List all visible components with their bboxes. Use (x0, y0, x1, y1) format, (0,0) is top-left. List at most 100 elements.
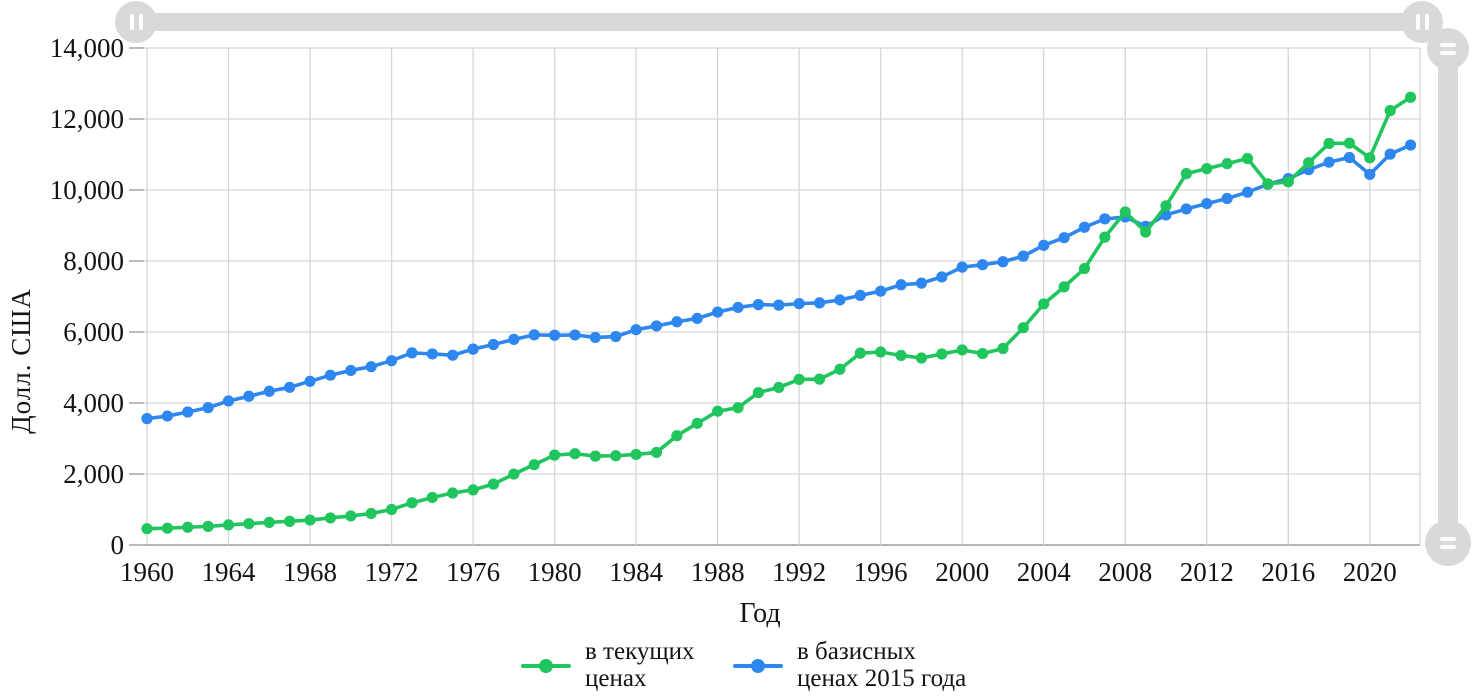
svg-text:2016: 2016 (1261, 557, 1315, 587)
data-point (671, 430, 683, 442)
svg-text:1996: 1996 (854, 557, 908, 587)
line-series-marker-icon (521, 658, 571, 673)
data-point (304, 514, 316, 526)
grip-icon (1440, 537, 1456, 541)
data-point (426, 348, 438, 360)
data-point (936, 271, 948, 283)
data-point (610, 450, 622, 462)
point-marker-icon (539, 658, 553, 673)
data-point (528, 329, 540, 341)
horizontal-scrollbar-left-handle[interactable] (115, 1, 157, 43)
data-point (1119, 206, 1131, 218)
vertical-scrollbar-bottom-handle[interactable] (1425, 520, 1471, 566)
data-point (1404, 139, 1417, 151)
data-point (691, 417, 703, 429)
legend-item-current-prices[interactable]: в текущих ценах (521, 638, 707, 692)
data-point (1160, 200, 1172, 212)
data-point (202, 520, 214, 532)
data-point (1323, 156, 1335, 168)
svg-text:1984: 1984 (609, 557, 664, 587)
horizontal-scrollbar-right-handle[interactable] (1401, 1, 1443, 43)
data-point (1303, 157, 1315, 169)
svg-text:0: 0 (111, 530, 125, 560)
svg-text:2008: 2008 (1098, 557, 1152, 587)
data-point (691, 312, 703, 325)
data-point (182, 521, 194, 533)
data-point (1038, 239, 1050, 251)
grip-icon (1424, 14, 1429, 30)
data-point (1241, 152, 1254, 165)
svg-text:1972: 1972 (365, 557, 419, 587)
data-point (1221, 192, 1233, 205)
svg-text:10,000: 10,000 (50, 175, 124, 205)
svg-text:1992: 1992 (772, 557, 826, 587)
data-point (1058, 232, 1070, 244)
data-point (752, 299, 765, 311)
data-point (528, 459, 540, 471)
data-point (1180, 203, 1192, 215)
data-point (365, 361, 377, 373)
data-point (1099, 213, 1111, 225)
data-point (976, 347, 989, 360)
data-point (1078, 262, 1091, 275)
data-point (915, 352, 928, 364)
data-point (345, 364, 357, 377)
data-point (508, 333, 520, 345)
data-point (1343, 151, 1356, 164)
data-point (1384, 105, 1396, 117)
data-point (773, 299, 785, 311)
data-point (385, 503, 398, 516)
vertical-scrollbar-track[interactable] (1438, 49, 1458, 543)
svg-text:2004: 2004 (1017, 557, 1072, 587)
y-axis-title: Долл. США (6, 288, 36, 434)
vertical-scrollbar-top-handle[interactable] (1427, 28, 1469, 70)
data-point (263, 385, 275, 397)
svg-text:1980: 1980 (528, 557, 582, 587)
data-point (222, 395, 235, 407)
data-point (1201, 197, 1213, 210)
data-point (956, 261, 968, 273)
svg-text:1976: 1976 (446, 557, 500, 587)
data-point (895, 349, 907, 362)
data-point (345, 510, 357, 522)
data-point (487, 478, 500, 490)
legend-item-constant-2015-prices[interactable]: в базисных ценах 2015 года (733, 638, 983, 692)
data-point (202, 402, 214, 414)
data-point (447, 349, 459, 361)
data-point (284, 515, 296, 527)
data-point (630, 324, 642, 336)
data-point (284, 381, 296, 393)
data-point (732, 301, 744, 314)
data-point (1282, 176, 1294, 188)
data-point (895, 279, 907, 291)
data-point (243, 518, 255, 530)
grip-icon (138, 14, 143, 30)
data-point (447, 487, 459, 499)
legend-label-constant-2015-prices: в базисных ценах 2015 года (797, 638, 967, 692)
data-point (467, 343, 479, 355)
horizontal-scrollbar-track[interactable] (136, 13, 1422, 31)
data-point (875, 285, 887, 297)
x-axis-title: Год (739, 598, 781, 629)
data-point (406, 497, 418, 509)
data-point (222, 519, 235, 531)
data-point (182, 406, 194, 418)
legend: в текущих ценах в базисных ценах 2015 го… (521, 638, 983, 692)
data-point (141, 413, 153, 425)
data-point (834, 294, 846, 306)
data-point (671, 316, 683, 328)
series-1 (141, 139, 1417, 425)
data-point (1364, 168, 1376, 181)
data-point (773, 381, 785, 394)
data-point (712, 306, 724, 318)
data-point (385, 355, 398, 367)
data-point (712, 405, 724, 417)
svg-text:2012: 2012 (1180, 557, 1234, 587)
data-point (976, 259, 989, 271)
svg-text:1968: 1968 (283, 557, 337, 587)
data-point (1180, 168, 1192, 180)
data-point (875, 346, 887, 358)
data-point (1343, 137, 1356, 149)
data-point (1262, 178, 1274, 190)
